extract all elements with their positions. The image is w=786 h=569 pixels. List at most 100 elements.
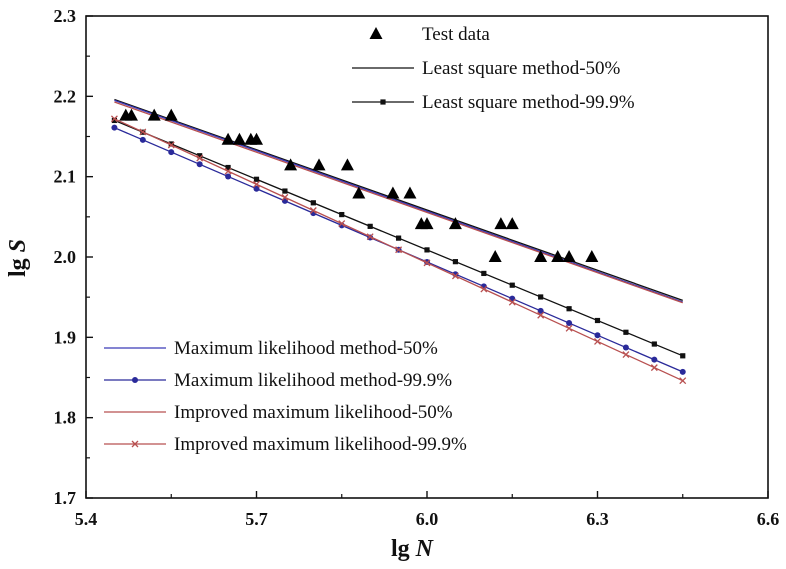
series-marker <box>566 306 572 312</box>
series-marker <box>225 173 232 180</box>
series-marker <box>452 259 459 265</box>
x-axis-title-main: lg <box>391 536 416 562</box>
test-data-point <box>585 250 599 262</box>
series-marker <box>139 136 146 143</box>
plot-border <box>85 15 769 499</box>
legend-top: Test data Least square method-50% Least sq… <box>352 24 635 113</box>
series-marker <box>168 149 175 156</box>
series-marker <box>310 200 316 206</box>
series-marker <box>537 307 544 314</box>
x-tick-label: 6.6 <box>757 509 780 529</box>
series-marker <box>167 141 175 149</box>
test-data-point <box>505 217 519 230</box>
x-axis-title-italic: N <box>415 536 435 562</box>
series-marker <box>282 188 288 194</box>
series-lines <box>110 98 687 385</box>
test-data-point <box>250 132 263 145</box>
legend-marker <box>132 377 138 383</box>
series-marker <box>225 164 231 171</box>
test-data-points <box>119 108 599 262</box>
series-marker <box>281 193 289 201</box>
test-data-point <box>221 132 235 145</box>
x-tick-label: 5.7 <box>245 509 268 529</box>
legend-item: Maximum likelihood method-99.9% <box>104 370 452 391</box>
y-axis: 1.7 1.8 1.9 2.0 2.1 2.2 2.3 <box>54 6 93 508</box>
test-data-point <box>420 217 434 230</box>
legend-marker <box>369 27 383 39</box>
series-marker <box>197 153 203 159</box>
x-tick-label: 5.4 <box>75 509 98 529</box>
series-marker <box>196 161 203 168</box>
legend-label: Maximum likelihood method-50% <box>174 338 438 359</box>
test-data-point <box>551 250 565 262</box>
y-tick-label: 2.1 <box>54 167 77 187</box>
series-marker <box>110 115 118 123</box>
series-marker <box>622 344 629 351</box>
series-marker <box>424 247 430 253</box>
series-least-square-method-50 <box>114 98 683 301</box>
legend-label: Improved maximum likelihood-99.9% <box>174 434 467 455</box>
legend-label: Least square method-50% <box>422 58 621 79</box>
x-axis-title: lg N <box>391 536 435 562</box>
plot-frame <box>85 15 769 499</box>
test-data-point <box>124 108 138 121</box>
series-marker <box>253 176 260 182</box>
series-marker <box>111 124 118 131</box>
series-marker <box>481 270 487 277</box>
test-data-point <box>312 158 326 171</box>
series-marker <box>395 246 403 254</box>
y-tick-label: 1.8 <box>54 408 77 428</box>
y-tick-label: 2.3 <box>54 6 77 26</box>
legend-item: Least square method-99.9% <box>352 92 635 113</box>
test-data-point <box>403 186 417 199</box>
series-marker <box>196 154 204 162</box>
series-marker <box>111 117 118 124</box>
series-marker <box>679 368 686 375</box>
legend-item: Least square method-50% <box>352 58 621 79</box>
test-data-point <box>448 217 462 230</box>
series-marker <box>423 259 431 267</box>
series-marker <box>339 211 345 218</box>
series-least-square-method-99-9 <box>111 117 686 359</box>
series-marker <box>168 141 174 147</box>
series-marker <box>338 220 346 228</box>
legend-item: Test data <box>369 24 490 45</box>
series-marker <box>651 356 658 363</box>
test-data-point <box>164 108 178 121</box>
series-marker <box>537 311 545 319</box>
test-data-point <box>352 186 366 199</box>
series-improved-maximum-likelihood-99-9 <box>110 115 687 385</box>
series-marker <box>366 233 374 241</box>
legend-label: Improved maximum likelihood-50% <box>174 402 453 423</box>
test-data-point <box>386 186 400 199</box>
series-marker <box>594 332 601 339</box>
series-marker <box>650 364 658 372</box>
test-data-point <box>284 158 298 171</box>
legend-item: Maximum likelihood method-50% <box>104 338 438 359</box>
series-marker <box>253 185 260 192</box>
series-marker <box>651 341 657 347</box>
series-improved-maximum-likelihood-50 <box>114 101 683 304</box>
test-data-point <box>147 108 161 121</box>
series-marker <box>395 235 402 241</box>
x-tick-label: 6.3 <box>586 509 609 529</box>
series-marker <box>566 320 573 327</box>
series-marker <box>508 298 516 306</box>
series-marker <box>309 207 317 214</box>
test-data-point <box>562 250 576 262</box>
series-maximum-likelihood-method-50 <box>114 99 683 303</box>
series-marker <box>594 337 601 345</box>
test-data-point <box>340 158 354 171</box>
y-axis-title-main: lg <box>5 252 31 277</box>
series-marker <box>509 282 515 288</box>
test-data-point <box>232 132 246 145</box>
legend-marker <box>380 99 386 105</box>
series-marker <box>565 324 573 332</box>
series-line <box>114 98 683 301</box>
series-marker <box>367 223 373 229</box>
series-marker <box>451 272 459 280</box>
series-marker <box>679 377 687 385</box>
series-line <box>114 101 683 304</box>
